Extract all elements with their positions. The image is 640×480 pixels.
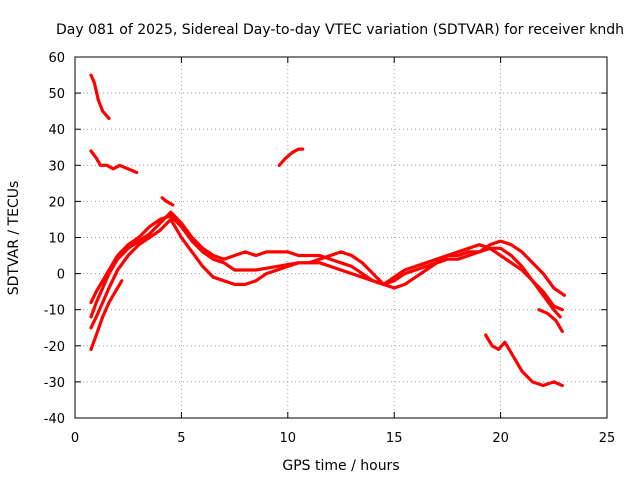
y-tick-label: -10	[44, 304, 65, 319]
y-tick-label: -20	[44, 340, 65, 355]
x-tick-label: 20	[492, 431, 509, 446]
x-tick-label: 5	[177, 431, 185, 446]
y-tick-label: 10	[48, 232, 65, 247]
y-tick-label: 50	[48, 87, 65, 102]
grid	[75, 57, 607, 418]
series-line-s2	[89, 149, 139, 175]
x-tick-label: 25	[599, 431, 616, 446]
y-tick-label: -40	[44, 412, 65, 427]
axis-ticks: 0 5 10 15 20 25 -40 -30 -20 -10 0 10 20 30 40 50 60	[44, 51, 616, 446]
series-line-s4	[160, 196, 175, 207]
x-axis-label: GPS time / hours	[282, 458, 399, 474]
series-line-s10	[537, 308, 564, 333]
series-line-s7	[89, 217, 567, 330]
y-tick-label: 30	[48, 159, 65, 174]
data-series	[89, 73, 567, 388]
y-tick-label: 0	[57, 268, 65, 283]
series-line-s8	[89, 279, 124, 351]
series-line-s9	[484, 333, 564, 388]
y-tick-label: 20	[48, 195, 65, 210]
series-line-s3	[277, 147, 305, 167]
chart-title: Day 081 of 2025, Sidereal Day-to-day VTE…	[56, 22, 624, 38]
series-line-s6	[89, 210, 564, 319]
y-tick-label: 40	[48, 123, 65, 138]
x-tick-label: 0	[71, 431, 79, 446]
y-tick-label: -30	[44, 376, 65, 391]
x-tick-label: 10	[280, 431, 297, 446]
y-axis-label: SDTVAR / TECUs	[6, 181, 22, 296]
y-tick-label: 60	[48, 51, 65, 66]
x-tick-label: 15	[386, 431, 403, 446]
series-line-s1	[89, 73, 111, 121]
